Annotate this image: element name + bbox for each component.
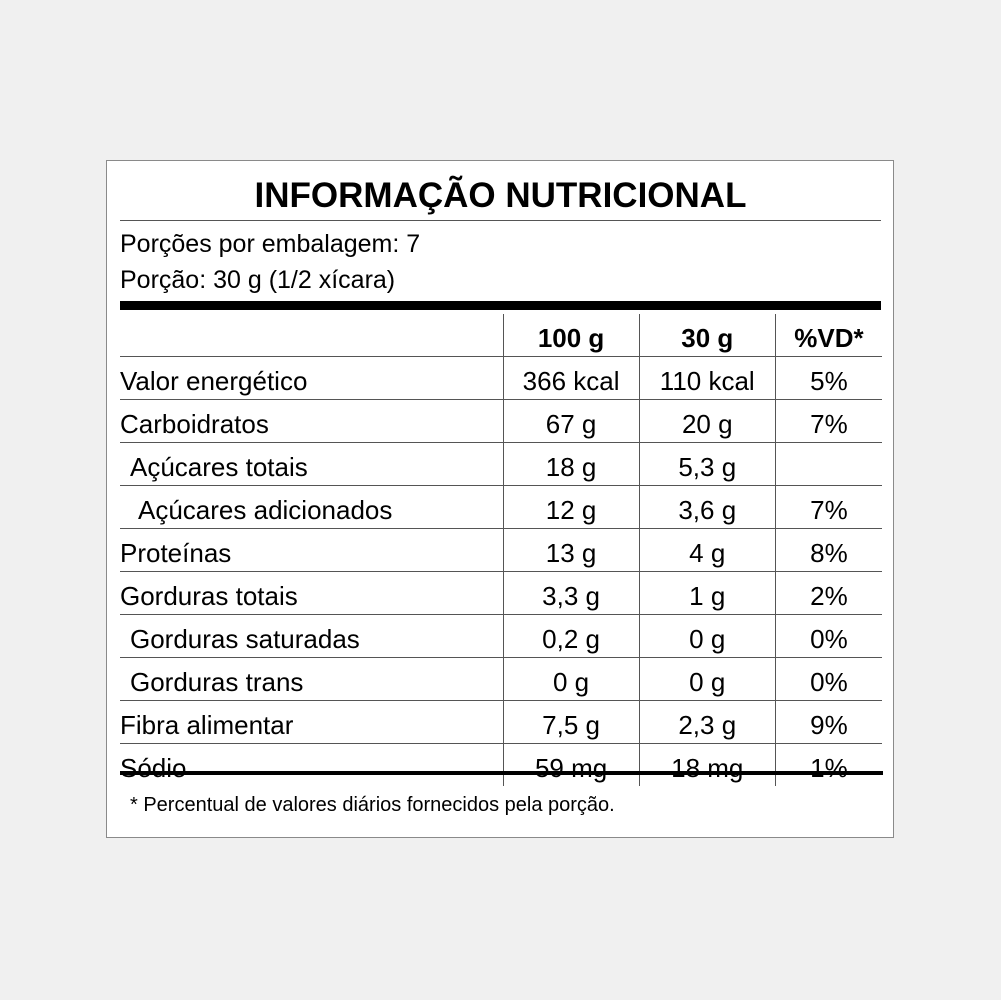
daily-value-percent — [774, 442, 882, 486]
value-per-30g: 20 g — [638, 399, 776, 443]
daily-value-percent: 7% — [774, 399, 882, 443]
nutrient-name: Gorduras saturadas — [120, 614, 503, 658]
daily-value-percent: 9% — [774, 700, 882, 744]
nutrition-table-body: Valor energético 366 kcal 110 kcal 5% Carboi… — [120, 356, 882, 786]
value-per-30g: 1 g — [638, 571, 776, 615]
thick-footer-rule — [120, 771, 883, 775]
table-row: Fibra alimentar 7,5 g 2,3 g 9% — [120, 700, 882, 744]
value-per-100g: 7,5 g — [502, 700, 640, 744]
nutrient-name: Gorduras totais — [120, 571, 503, 615]
daily-value-percent: 8% — [774, 528, 882, 572]
nutrient-name: Carboidratos — [120, 399, 503, 443]
column-header-30g: 30 g — [638, 314, 776, 357]
value-per-100g: 0 g — [502, 657, 640, 701]
value-per-100g: 13 g — [502, 528, 640, 572]
servings-per-package: Porções por embalagem: 7 — [120, 230, 421, 258]
value-per-100g: 12 g — [502, 485, 640, 529]
table-row: Valor energético 366 kcal 110 kcal 5% — [120, 356, 882, 400]
value-per-100g: 366 kcal — [502, 356, 640, 400]
table-header-row: 100 g 30 g %VD* — [120, 314, 882, 357]
nutrient-name: Fibra alimentar — [120, 700, 503, 744]
value-per-100g: 59 mg — [502, 743, 640, 786]
column-header-vd: %VD* — [774, 314, 882, 357]
value-per-30g: 0 g — [638, 614, 776, 658]
title-divider — [120, 220, 881, 221]
value-per-100g: 18 g — [502, 442, 640, 486]
value-per-30g: 3,6 g — [638, 485, 776, 529]
nutrient-name: Gorduras trans — [120, 657, 503, 701]
nutrient-name: Sódio — [120, 753, 187, 783]
value-per-100g: 3,3 g — [502, 571, 640, 615]
value-per-100g: 0,2 g — [502, 614, 640, 658]
daily-value-percent: 1% — [774, 743, 882, 786]
value-per-30g: 4 g — [638, 528, 776, 572]
column-header-nutrient — [120, 314, 503, 357]
daily-value-percent: 7% — [774, 485, 882, 529]
nutrient-name: Açúcares totais — [120, 442, 503, 486]
nutrient-name: Valor energético — [120, 356, 503, 400]
value-per-30g: 110 kcal — [638, 356, 776, 400]
footnote: * Percentual de valores diários fornecid… — [130, 794, 615, 816]
nutrient-name: Açúcares adicionados — [120, 485, 503, 529]
thick-header-rule — [120, 301, 881, 310]
daily-value-percent: 2% — [774, 571, 882, 615]
nutrition-title: INFORMAÇÃO NUTRICIONAL — [254, 176, 747, 215]
value-per-30g: 18 mg — [638, 743, 776, 786]
table-row: Açúcares totais 18 g 5,3 g — [120, 442, 882, 486]
table-row: Carboidratos 67 g 20 g 7% — [120, 399, 882, 443]
nutrition-table: 100 g 30 g %VD* Valor energético 366 kcal… — [120, 314, 882, 786]
daily-value-percent: 0% — [774, 657, 882, 701]
value-per-100g: 67 g — [502, 399, 640, 443]
nutrient-name: Proteínas — [120, 528, 503, 572]
serving-size: Porção: 30 g (1/2 xícara) — [120, 266, 396, 294]
daily-value-percent: 5% — [774, 356, 882, 400]
value-per-30g: 5,3 g — [638, 442, 776, 486]
table-row: Açúcares adicionados 12 g 3,6 g 7% — [120, 485, 882, 529]
daily-value-percent: 0% — [774, 614, 882, 658]
column-header-100g: 100 g — [502, 314, 640, 357]
table-row: Sódio 59 mg 18 mg 1% — [120, 743, 882, 786]
value-per-30g: 2,3 g — [638, 700, 776, 744]
value-per-30g: 0 g — [638, 657, 776, 701]
